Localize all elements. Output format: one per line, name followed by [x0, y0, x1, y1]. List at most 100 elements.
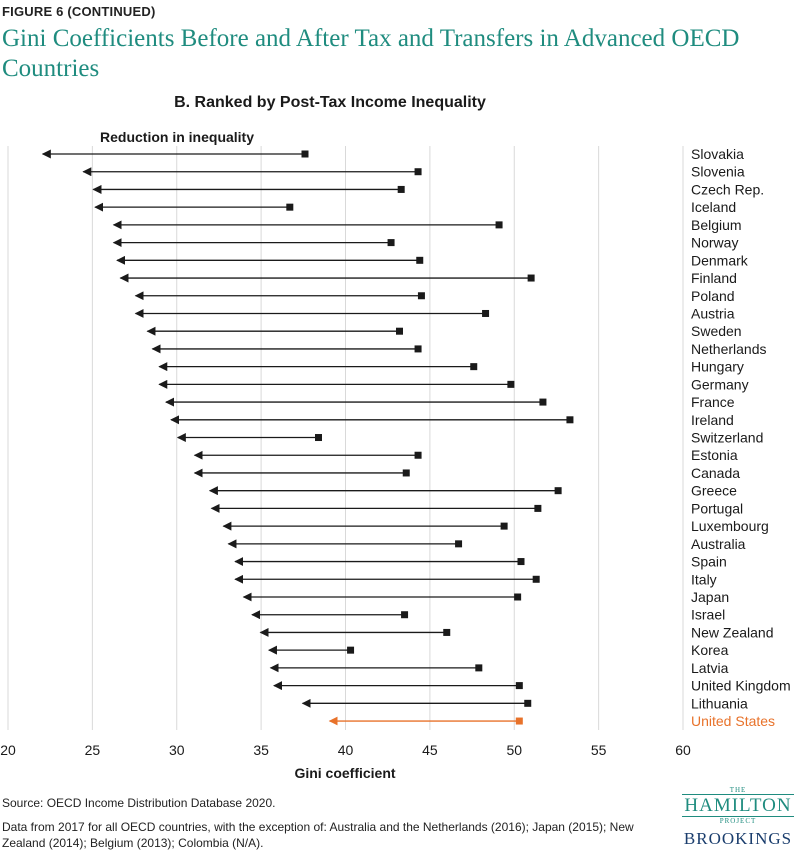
pre-tax-marker [527, 274, 535, 282]
country-row: Hungary [158, 359, 744, 375]
country-label: Switzerland [691, 430, 763, 446]
annotation-reduction: Reduction in inequality [100, 129, 254, 145]
country-label: Czech Rep. [691, 181, 764, 197]
pre-tax-marker [515, 682, 523, 690]
pre-tax-marker [286, 203, 294, 211]
country-row: New Zealand [259, 624, 774, 640]
logo-project: PROJECT [719, 817, 757, 825]
country-label: Korea [691, 642, 729, 658]
pre-tax-marker [500, 522, 508, 530]
pre-tax-marker [443, 628, 451, 636]
country-label: Germany [691, 376, 749, 392]
country-row: Belgium [112, 217, 742, 233]
country-row: Estonia [193, 447, 738, 463]
country-row: Japan [242, 589, 729, 605]
country-label: Finland [691, 270, 737, 286]
country-row: Luxembourg [222, 518, 769, 534]
country-row: Italy [234, 571, 717, 587]
pre-tax-marker [396, 327, 403, 335]
country-row: Denmark [116, 252, 749, 268]
x-axis: 20 25 30 35 40 45 50 55 60 [0, 742, 691, 758]
country-row: Greece [208, 483, 737, 499]
country-label: Hungary [691, 359, 744, 375]
country-label: Austria [691, 305, 735, 321]
gridlines [7, 146, 684, 730]
pre-tax-marker [495, 221, 503, 229]
country-row: Portugal [210, 500, 743, 516]
pre-tax-marker [515, 717, 523, 725]
country-row: Slovenia [82, 164, 745, 180]
pre-tax-marker [417, 292, 425, 300]
pre-tax-marker [470, 363, 478, 371]
country-label: Canada [691, 465, 740, 481]
x-tick-label: 45 [422, 742, 438, 758]
country-label: Australia [691, 536, 746, 552]
country-row: Lithuania [301, 695, 748, 711]
country-row: Israel [251, 607, 725, 623]
country-label: Japan [691, 589, 729, 605]
country-label: United Kingdom [691, 678, 791, 694]
pre-tax-marker [514, 593, 522, 601]
pre-tax-marker [554, 487, 562, 495]
pre-tax-marker [534, 504, 542, 512]
country-row: Austria [134, 305, 735, 321]
country-row: Slovakia [41, 146, 744, 162]
country-row: Switzerland [176, 430, 763, 446]
source-note: Source: OECD Income Distribution Databas… [2, 796, 276, 810]
pre-tax-marker [315, 434, 322, 442]
pre-tax-marker [455, 540, 463, 548]
country-row: Ireland [170, 412, 734, 428]
country-label: Poland [691, 288, 735, 304]
logo-brookings: BROOKINGS [683, 829, 793, 848]
country-row: Iceland [94, 199, 736, 215]
country-label: Belgium [691, 217, 742, 233]
country-label: Netherlands [691, 341, 767, 357]
x-tick-label: 25 [85, 742, 101, 758]
country-label: Lithuania [691, 695, 748, 711]
country-label: Israel [691, 607, 725, 623]
country-label: Ireland [691, 412, 734, 428]
country-row: Spain [234, 554, 727, 570]
country-label: Iceland [691, 199, 736, 215]
pre-tax-marker [402, 469, 410, 477]
x-tick-label: 20 [0, 742, 16, 758]
country-row: Netherlands [151, 341, 767, 357]
country-label: Estonia [691, 447, 738, 463]
pre-tax-marker [387, 239, 395, 247]
logo-the: THE [729, 786, 747, 794]
pre-tax-marker [414, 451, 422, 459]
country-row: United States [328, 713, 775, 729]
country-row: Canada [193, 465, 740, 481]
x-tick-label: 50 [506, 742, 522, 758]
pre-tax-marker [397, 185, 405, 193]
country-label: Luxembourg [691, 518, 769, 534]
pre-tax-marker [416, 256, 424, 264]
country-row: United Kingdom [273, 678, 791, 694]
country-row: France [165, 394, 735, 410]
pre-tax-marker [414, 345, 422, 353]
pre-tax-marker [507, 380, 515, 388]
pre-tax-marker [539, 398, 547, 406]
country-row: Poland [134, 288, 735, 304]
pre-tax-marker [566, 416, 574, 424]
country-label: New Zealand [691, 624, 774, 640]
logo-hamilton: HAMILTON [682, 794, 794, 817]
country-label: Spain [691, 554, 727, 570]
country-row: Latvia [269, 660, 729, 676]
x-tick-label: 40 [338, 742, 354, 758]
country-row: Finland [119, 270, 737, 286]
x-tick-label: 35 [253, 742, 269, 758]
x-tick-label: 30 [169, 742, 185, 758]
pre-tax-marker [475, 664, 483, 672]
pre-tax-marker [401, 611, 409, 619]
country-label: Portugal [691, 500, 743, 516]
country-label: Denmark [691, 252, 749, 268]
pre-tax-marker [532, 575, 540, 583]
country-row: Sweden [146, 323, 742, 339]
pre-tax-marker [347, 646, 355, 654]
x-tick-label: 55 [591, 742, 607, 758]
pre-tax-marker [524, 699, 532, 707]
data-note: Data from 2017 for all OECD countries, w… [2, 820, 634, 850]
x-axis-label: Gini coefficient [294, 765, 395, 781]
